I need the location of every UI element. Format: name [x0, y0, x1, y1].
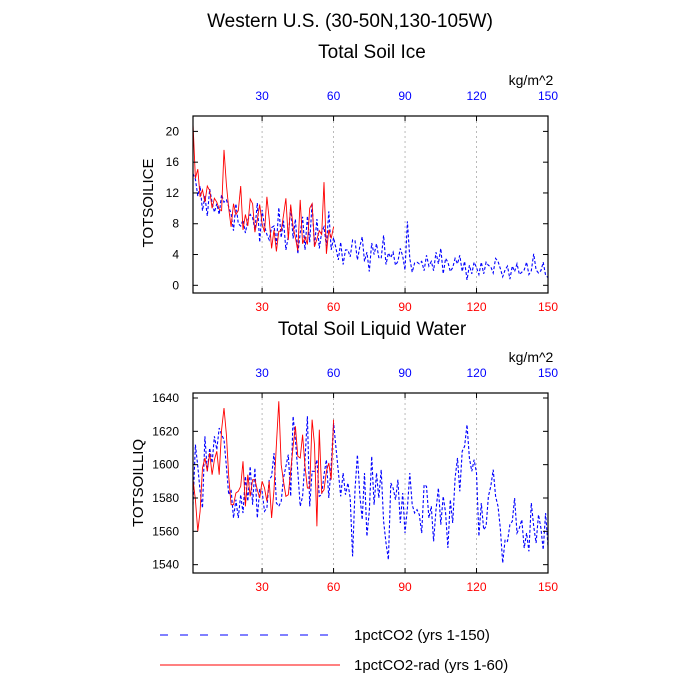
panel-total-soil-liquid-water: Total Soil Liquid Water kg/m^2 TOTSOILLI… [130, 319, 558, 594]
x-tick-label-bottom: 60 [327, 580, 341, 594]
legend-label-1pctco2-rad: 1pctCO2-rad (yrs 1-60) [354, 657, 508, 674]
plot-frame [192, 392, 549, 574]
y-tick-label: 1560 [152, 524, 179, 538]
x-tick-label-top: 30 [255, 89, 269, 103]
x-tick-label-bottom: 60 [327, 300, 341, 314]
y-tick-label: 1540 [152, 558, 179, 572]
x-tick-label-top: 60 [327, 89, 341, 103]
x-tick-label-top: 150 [538, 89, 558, 103]
x-tick-label-bottom: 150 [538, 580, 558, 594]
y-axis-label: TOTSOILICE [140, 159, 157, 248]
plot-frame [192, 115, 549, 294]
panel-title: Total Soil Ice [318, 42, 426, 63]
x-tick-label-top: 90 [398, 366, 412, 380]
series-1pctco2-rad [192, 401, 335, 532]
units-label: kg/m^2 [509, 72, 554, 88]
y-tick-label: 16 [166, 155, 180, 169]
x-tick-label-top: 60 [327, 366, 341, 380]
x-tick-label-top: 120 [467, 89, 487, 103]
y-tick-label: 0 [172, 278, 179, 292]
y-tick-label: 8 [172, 217, 179, 231]
x-tick-label-top: 120 [467, 366, 487, 380]
x-tick-label-bottom: 150 [538, 300, 558, 314]
y-tick-label: 1620 [152, 424, 179, 438]
x-tick-label-bottom: 30 [255, 580, 269, 594]
y-tick-label: 1580 [152, 491, 179, 505]
x-tick-label-top: 30 [255, 366, 269, 380]
y-tick-label: 4 [172, 248, 179, 262]
figure-title: Western U.S. (30-50N,130-105W) [207, 11, 493, 32]
legend: 1pctCO2 (yrs 1-150) 1pctCO2-rad (yrs 1-6… [160, 627, 508, 674]
y-tick-label: 20 [166, 124, 180, 138]
grid-lines [261, 393, 477, 573]
axis-ticks: 30 30 60 60 90 90 120 120 150 150 1540 1560 1580 1600… [152, 366, 558, 594]
panel-title: Total Soil Liquid Water [278, 319, 467, 340]
series-1pctco2 [192, 416, 549, 564]
y-tick-label: 12 [166, 186, 180, 200]
y-tick-label: 1600 [152, 458, 179, 472]
axis-ticks: 30 30 60 60 90 90 120 120 150 150 0 4 8 12 16 20 [166, 89, 559, 314]
x-tick-label-bottom: 90 [398, 300, 412, 314]
x-tick-label-bottom: 120 [467, 300, 487, 314]
series-1pctco2-rad [192, 123, 335, 254]
series-1pctco2 [192, 173, 549, 280]
x-tick-label-top: 90 [398, 89, 412, 103]
series-layer [192, 123, 549, 280]
series-layer [192, 401, 549, 564]
x-tick-label-top: 150 [538, 366, 558, 380]
y-tick-label: 1640 [152, 391, 179, 405]
y-axis-label: TOTSOILLIQ [130, 439, 147, 527]
panel-total-soil-ice: Total Soil Ice kg/m^2 TOTSOILICE 30 30 60 6… [140, 42, 558, 314]
legend-label-1pctco2: 1pctCO2 (yrs 1-150) [354, 627, 490, 644]
x-tick-label-bottom: 90 [398, 580, 412, 594]
x-tick-label-bottom: 30 [255, 300, 269, 314]
units-label: kg/m^2 [509, 349, 554, 365]
x-tick-label-bottom: 120 [467, 580, 487, 594]
